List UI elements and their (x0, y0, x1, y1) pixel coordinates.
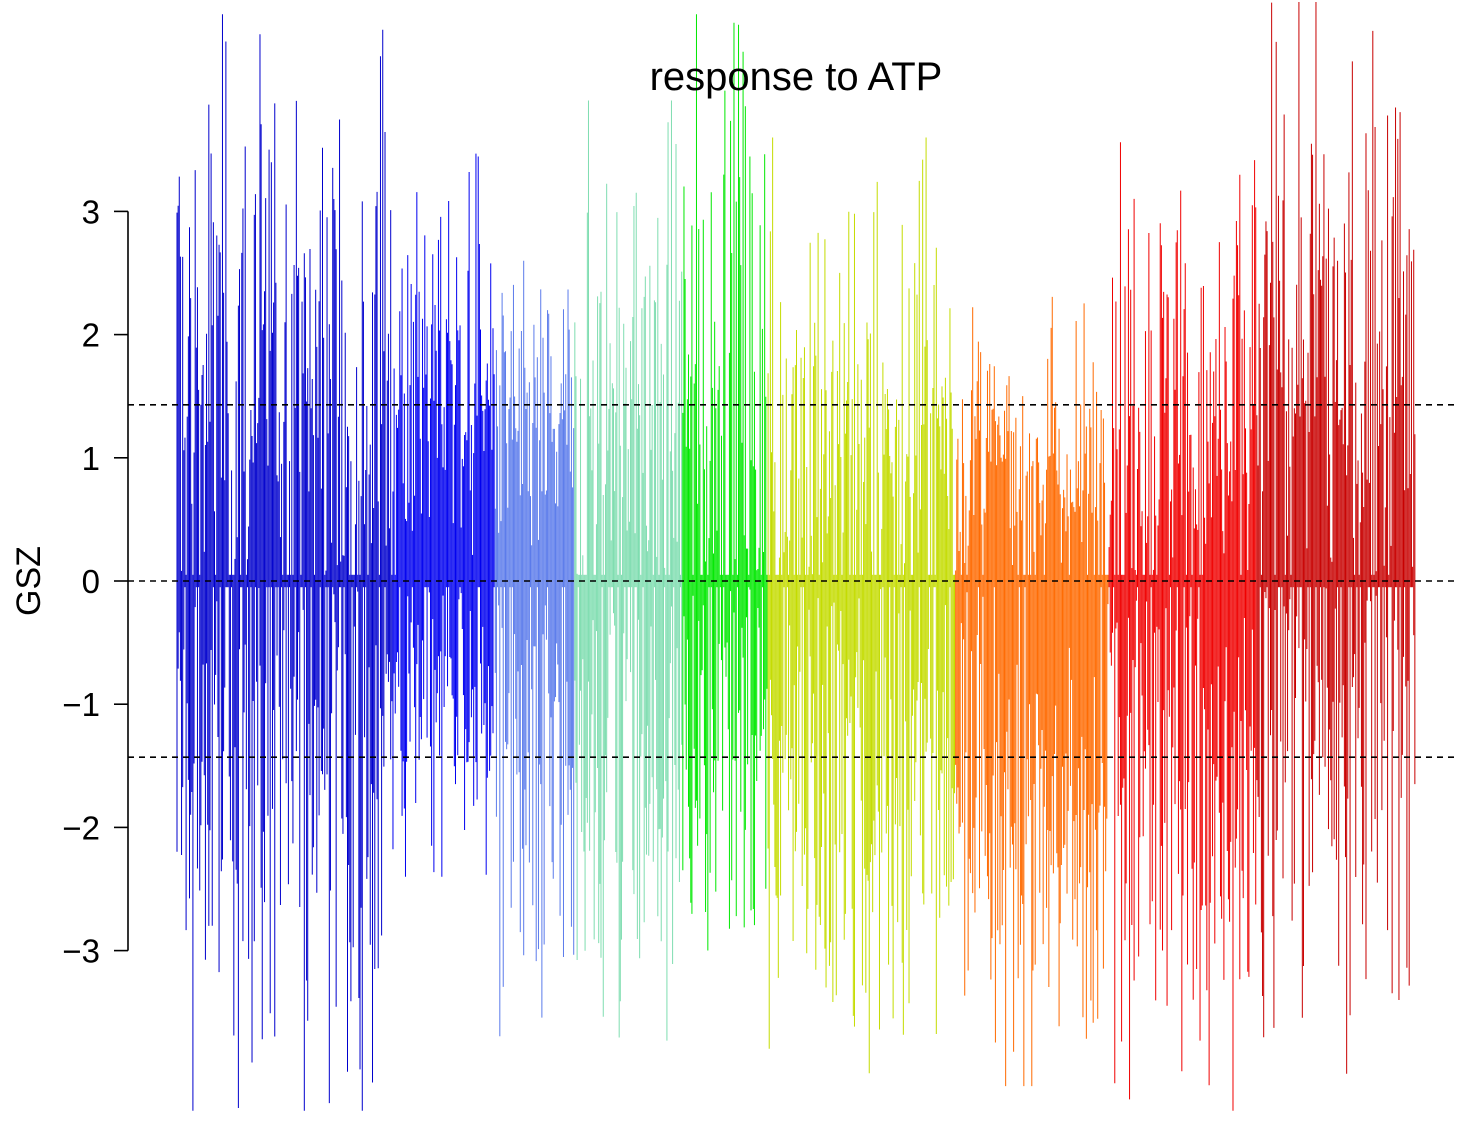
y-tick-label: −2 (62, 809, 100, 846)
y-axis: 3 2 1 0 −1 −2 −3 (62, 193, 129, 970)
y-tick-label: 2 (82, 317, 100, 354)
y-tick-label: −3 (62, 933, 100, 970)
y-tick-label: 3 (82, 193, 100, 230)
y-tick-label: 1 (82, 440, 100, 477)
y-axis-label: GSZ (10, 546, 48, 616)
y-tick-label: −1 (62, 686, 100, 723)
y-tick-label: 0 (82, 563, 100, 600)
reference-lines (128, 404, 1458, 758)
chart-title: response to ATP (650, 55, 943, 99)
bars-layer (176, 2, 1416, 1111)
